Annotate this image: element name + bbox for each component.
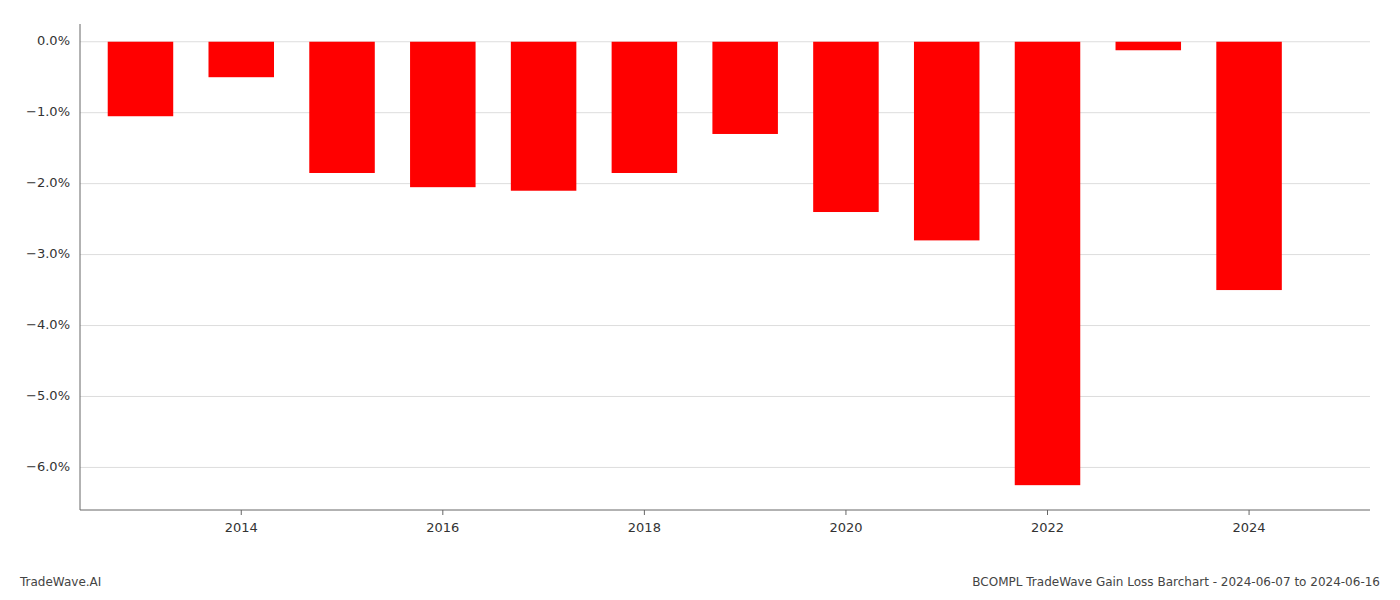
bar: [410, 42, 476, 187]
bar: [309, 42, 375, 173]
bar: [208, 42, 274, 77]
x-tick: [845, 510, 846, 515]
x-tick-label: 2020: [829, 520, 862, 535]
x-tick: [1047, 510, 1048, 515]
x-tick: [241, 510, 242, 515]
grid-line: [80, 183, 1370, 184]
y-tick-label: −1.0%: [26, 104, 70, 119]
x-tick: [442, 510, 443, 515]
x-tick-label: 2016: [426, 520, 459, 535]
footer: TradeWave.AI: [19, 575, 101, 589]
y-tick-label: −3.0%: [26, 246, 70, 261]
bar: [712, 42, 778, 134]
bar: [1015, 42, 1081, 485]
bar: [108, 42, 174, 116]
y-tick-label: −4.0%: [26, 317, 70, 332]
title: BCOMPL TradeWave Gain Loss Barchart - 20…: [972, 575, 1380, 589]
x-tick-label: 2014: [225, 520, 258, 535]
x-tick-label: 2022: [1031, 520, 1064, 535]
y-axis-line: [80, 24, 81, 510]
grid-line: [80, 325, 1370, 326]
x-tick: [1249, 510, 1250, 515]
bar: [612, 42, 678, 173]
x-tick-label: 2018: [628, 520, 661, 535]
bar: [1216, 42, 1282, 290]
background: [0, 0, 1400, 600]
x-axis-line: [80, 510, 1370, 511]
y-tick-label: −6.0%: [26, 459, 70, 474]
bar: [813, 42, 879, 212]
y-tick-label: −2.0%: [26, 175, 70, 190]
chart: 0.0% −1.0% −2.0% −3.0% −4.0% −5.0% −6.0% 2014 20…: [0, 0, 1400, 600]
bars: [108, 42, 1282, 485]
y-grid: [80, 42, 1370, 468]
grid-line: [80, 254, 1370, 255]
y-tick-label: −5.0%: [26, 388, 70, 403]
y-tick-label: 0.0%: [37, 33, 70, 48]
x-tick-label: 2024: [1233, 520, 1266, 535]
bar: [1116, 42, 1182, 51]
bar: [914, 42, 980, 241]
grid-line: [80, 467, 1370, 468]
grid-line: [80, 396, 1370, 397]
bar: [511, 42, 577, 191]
x-tick: [644, 510, 645, 515]
